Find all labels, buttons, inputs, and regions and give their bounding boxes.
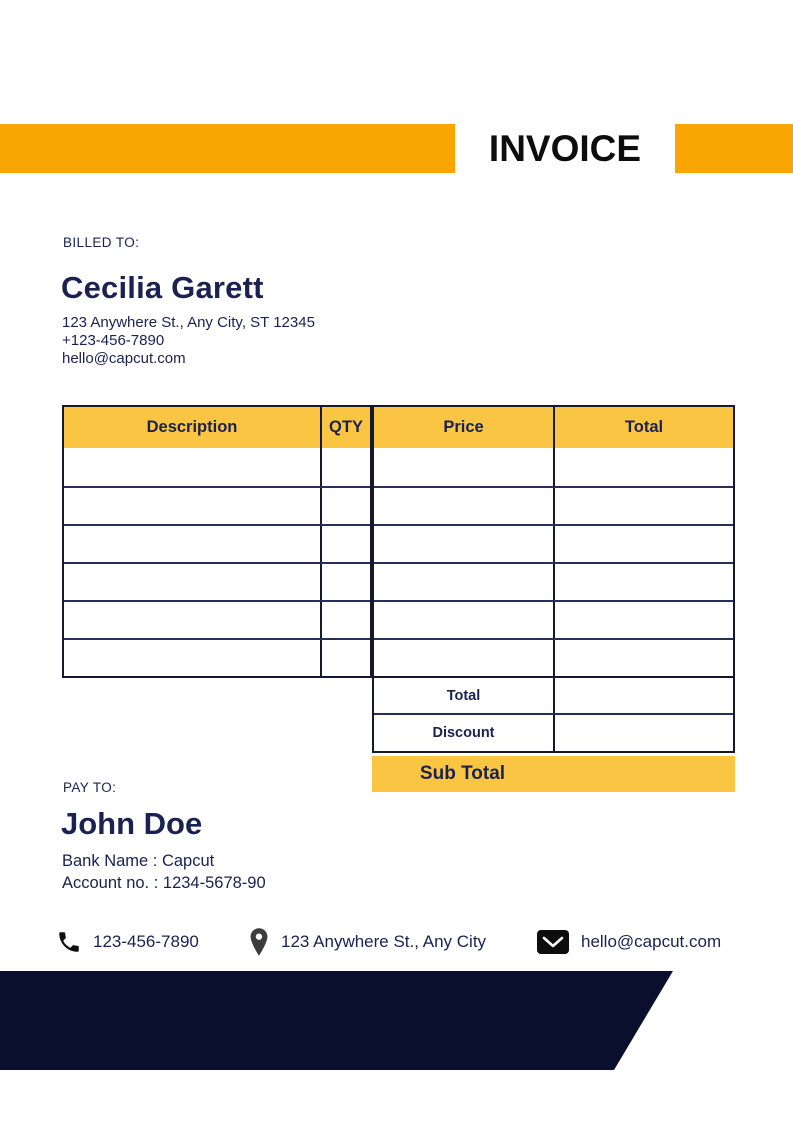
- table-row: [64, 600, 370, 638]
- summary-discount-label: Discount: [432, 725, 495, 741]
- billed-to-email: hello@capcut.com: [62, 350, 186, 367]
- location-icon: [248, 927, 270, 957]
- subtotal-bar: Sub Total: [372, 756, 735, 792]
- items-table-header: Description QTY: [64, 407, 370, 448]
- footer-accent-shape: [0, 971, 673, 1070]
- summary-total-value: [553, 678, 733, 713]
- table-row: [64, 524, 370, 562]
- items-table-right: Price Total Total Discount: [372, 405, 735, 753]
- contact-phone-text: 123-456-7890: [93, 932, 199, 951]
- subtotal-label: Sub Total: [419, 763, 506, 784]
- table-row: [64, 638, 370, 676]
- table-row: [374, 486, 733, 524]
- table-row: [64, 486, 370, 524]
- contact-email: hello@capcut.com: [536, 926, 721, 958]
- billed-to-name: Cecilia Garett: [61, 270, 264, 305]
- table-row: [374, 524, 733, 562]
- col-header-description: Description: [146, 418, 238, 436]
- table-row: [374, 562, 733, 600]
- items-table-header-right: Price Total: [374, 407, 733, 448]
- billed-to-address: 123 Anywhere St., Any City, ST 12345: [62, 314, 315, 331]
- page-title: INVOICE: [488, 127, 642, 169]
- col-header-price: Price: [443, 418, 484, 436]
- table-row: [64, 562, 370, 600]
- billed-to-details: 123 Anywhere St., Any City, ST 12345 +12…: [62, 314, 315, 368]
- contact-address-text: 123 Anywhere St., Any City: [281, 932, 487, 951]
- summary-discount-value: [553, 715, 733, 751]
- billed-to-label: BILLED TO:: [63, 235, 140, 250]
- table-row: [374, 448, 733, 486]
- pay-to-details: Bank Name : Capcut Account no. : 1234-56…: [62, 850, 266, 894]
- pay-to-bank: Bank Name : Capcut: [62, 852, 215, 870]
- table-row: [374, 600, 733, 638]
- header-accent-bar-right: [675, 124, 793, 173]
- summary-total-label: Total: [446, 687, 481, 704]
- col-header-qty: QTY: [320, 407, 370, 448]
- summary-discount-row: Discount: [374, 713, 733, 751]
- pay-to-account: Account no. : 1234-5678-90: [62, 874, 266, 892]
- summary-total-row: Total: [374, 676, 733, 713]
- billed-to-phone: +123-456-7890: [62, 332, 165, 349]
- pay-to-name: John Doe: [61, 806, 203, 841]
- pay-to-label: PAY TO:: [63, 780, 117, 795]
- header-accent-bar-left: [0, 124, 455, 173]
- contact-address: 123 Anywhere St., Any City: [248, 926, 486, 958]
- col-header-total: Total: [553, 407, 733, 448]
- table-row: [374, 638, 733, 676]
- contact-email-text: hello@capcut.com: [581, 932, 722, 951]
- table-row: [64, 448, 370, 486]
- items-table-left: Description QTY: [62, 405, 372, 678]
- contact-phone: 123-456-7890: [56, 926, 199, 958]
- phone-icon: [56, 929, 82, 955]
- email-icon: [536, 929, 570, 955]
